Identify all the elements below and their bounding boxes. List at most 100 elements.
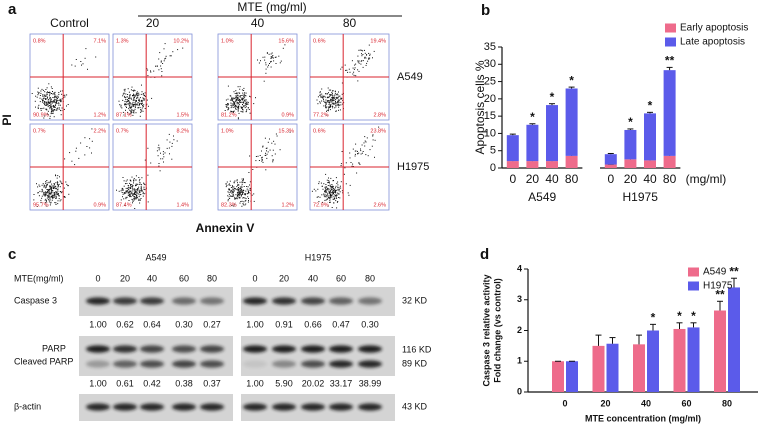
dot <box>227 104 229 106</box>
dot <box>138 183 140 185</box>
dot <box>272 161 274 163</box>
dose: 40 <box>147 273 157 283</box>
dot <box>266 150 267 152</box>
dot <box>66 94 68 96</box>
dot <box>317 103 319 105</box>
dot <box>54 101 56 103</box>
dot <box>238 188 240 190</box>
quantification: 0.61 <box>116 378 134 388</box>
dot <box>242 102 244 104</box>
dot <box>332 97 334 98</box>
dot <box>327 87 329 89</box>
dot <box>144 94 146 96</box>
dot <box>322 96 324 98</box>
dot <box>235 189 237 191</box>
dot <box>331 187 333 189</box>
dot <box>130 111 132 113</box>
dot <box>39 95 41 96</box>
dot <box>265 64 267 66</box>
dot <box>237 194 239 196</box>
panel-label: a <box>8 1 17 18</box>
x-tick-label: 0 <box>509 172 516 186</box>
dot <box>361 55 363 57</box>
dot <box>232 190 234 192</box>
dot <box>236 99 238 100</box>
dot <box>335 99 337 101</box>
dot <box>64 158 66 160</box>
dot <box>364 136 366 138</box>
dot <box>353 74 355 76</box>
dot <box>141 84 142 86</box>
dot <box>326 193 328 195</box>
dot <box>344 167 346 169</box>
quadrant-percent: 0.8% <box>33 38 46 44</box>
dot <box>47 191 49 193</box>
dot <box>367 155 369 157</box>
dot <box>138 107 139 109</box>
dot <box>237 118 239 120</box>
dot <box>241 98 242 100</box>
dot <box>45 182 47 184</box>
x-axis-label: Annexin V <box>196 221 255 235</box>
dot <box>335 110 337 112</box>
dot <box>341 66 343 68</box>
dot <box>229 180 231 182</box>
dot <box>141 190 143 192</box>
dot <box>160 152 161 154</box>
dot <box>47 198 49 200</box>
dot <box>80 142 82 144</box>
scatter-plot: 0.7% 2.2%95.7% 0.9% <box>29 123 110 211</box>
dot <box>333 96 335 98</box>
dot <box>130 186 132 188</box>
dot <box>131 192 133 194</box>
dot <box>129 191 131 193</box>
dot <box>43 184 45 186</box>
dot <box>234 106 236 108</box>
dot <box>130 97 132 99</box>
dot <box>57 184 59 186</box>
dot <box>270 56 272 58</box>
dot <box>336 96 338 98</box>
dot <box>232 99 234 101</box>
dot <box>330 94 332 96</box>
dot <box>150 70 151 72</box>
dot <box>360 60 362 62</box>
panel-label: b <box>481 2 490 19</box>
dot <box>124 192 126 194</box>
dot <box>358 162 360 164</box>
band <box>329 345 353 353</box>
dot <box>337 102 339 104</box>
dot <box>42 194 44 196</box>
dot <box>237 193 239 195</box>
dot <box>132 188 134 190</box>
dot <box>41 88 43 90</box>
dot <box>63 108 65 110</box>
dot <box>231 98 233 100</box>
dot <box>369 53 371 55</box>
dot <box>240 99 242 101</box>
dot <box>331 94 333 96</box>
dot <box>347 192 349 194</box>
dot <box>233 182 235 184</box>
dot <box>240 190 242 192</box>
dot <box>160 61 162 63</box>
dot <box>232 97 234 99</box>
dot <box>341 98 343 100</box>
dot <box>338 190 340 192</box>
dot <box>125 180 127 182</box>
dot <box>78 157 80 159</box>
band <box>243 297 267 305</box>
dot <box>45 186 47 188</box>
dot <box>236 195 238 197</box>
bar <box>647 330 659 392</box>
dot <box>242 180 244 182</box>
dot <box>49 93 51 95</box>
dot <box>138 186 140 188</box>
dot <box>51 108 53 110</box>
dot <box>155 65 156 67</box>
dot <box>244 193 246 195</box>
dot <box>41 191 43 193</box>
dot <box>340 187 342 189</box>
dot <box>132 200 134 202</box>
dot <box>137 188 139 190</box>
